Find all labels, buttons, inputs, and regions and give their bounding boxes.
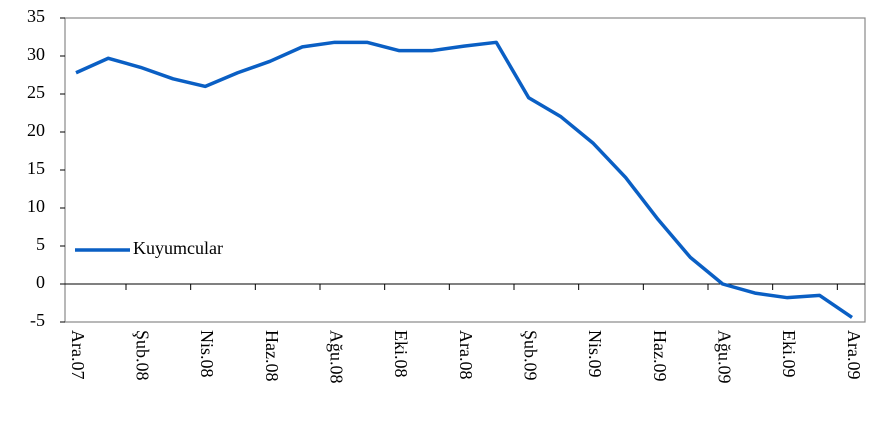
y-tick-label: 35 [27, 6, 45, 26]
legend-label: Kuyumcular [133, 238, 223, 258]
y-tick-label: 0 [36, 272, 45, 292]
x-tick-label: Ara.09 [844, 330, 864, 379]
plot-frame [64, 17, 866, 323]
x-tick-label: Şub.09 [521, 330, 541, 381]
y-tick-label: 15 [27, 158, 45, 178]
y-tick-label: 25 [27, 82, 45, 102]
y-tick-label: 30 [27, 44, 45, 64]
y-tick-label: 20 [27, 120, 45, 140]
y-tick-label: 10 [27, 196, 45, 216]
x-tick-label: Eki.09 [779, 330, 799, 378]
x-tick-label: Ara.08 [456, 330, 476, 379]
x-tick-label: Haz.08 [262, 330, 282, 381]
x-tick-label: Şub.08 [133, 330, 153, 381]
y-tick-label: -5 [30, 310, 45, 330]
x-tick-label: Haz.09 [650, 330, 670, 381]
y-tick-label: 5 [36, 234, 45, 254]
x-tick-label: Eki.08 [391, 330, 411, 378]
line-series [75, 40, 853, 319]
x-tick-label: Nis.08 [197, 330, 217, 378]
x-tick-label: Nis.09 [585, 330, 605, 378]
x-tick-label: Ağu.08 [327, 330, 347, 384]
x-tick-label: Ağu.09 [715, 330, 735, 384]
x-tick-label: Ara.07 [68, 330, 88, 379]
